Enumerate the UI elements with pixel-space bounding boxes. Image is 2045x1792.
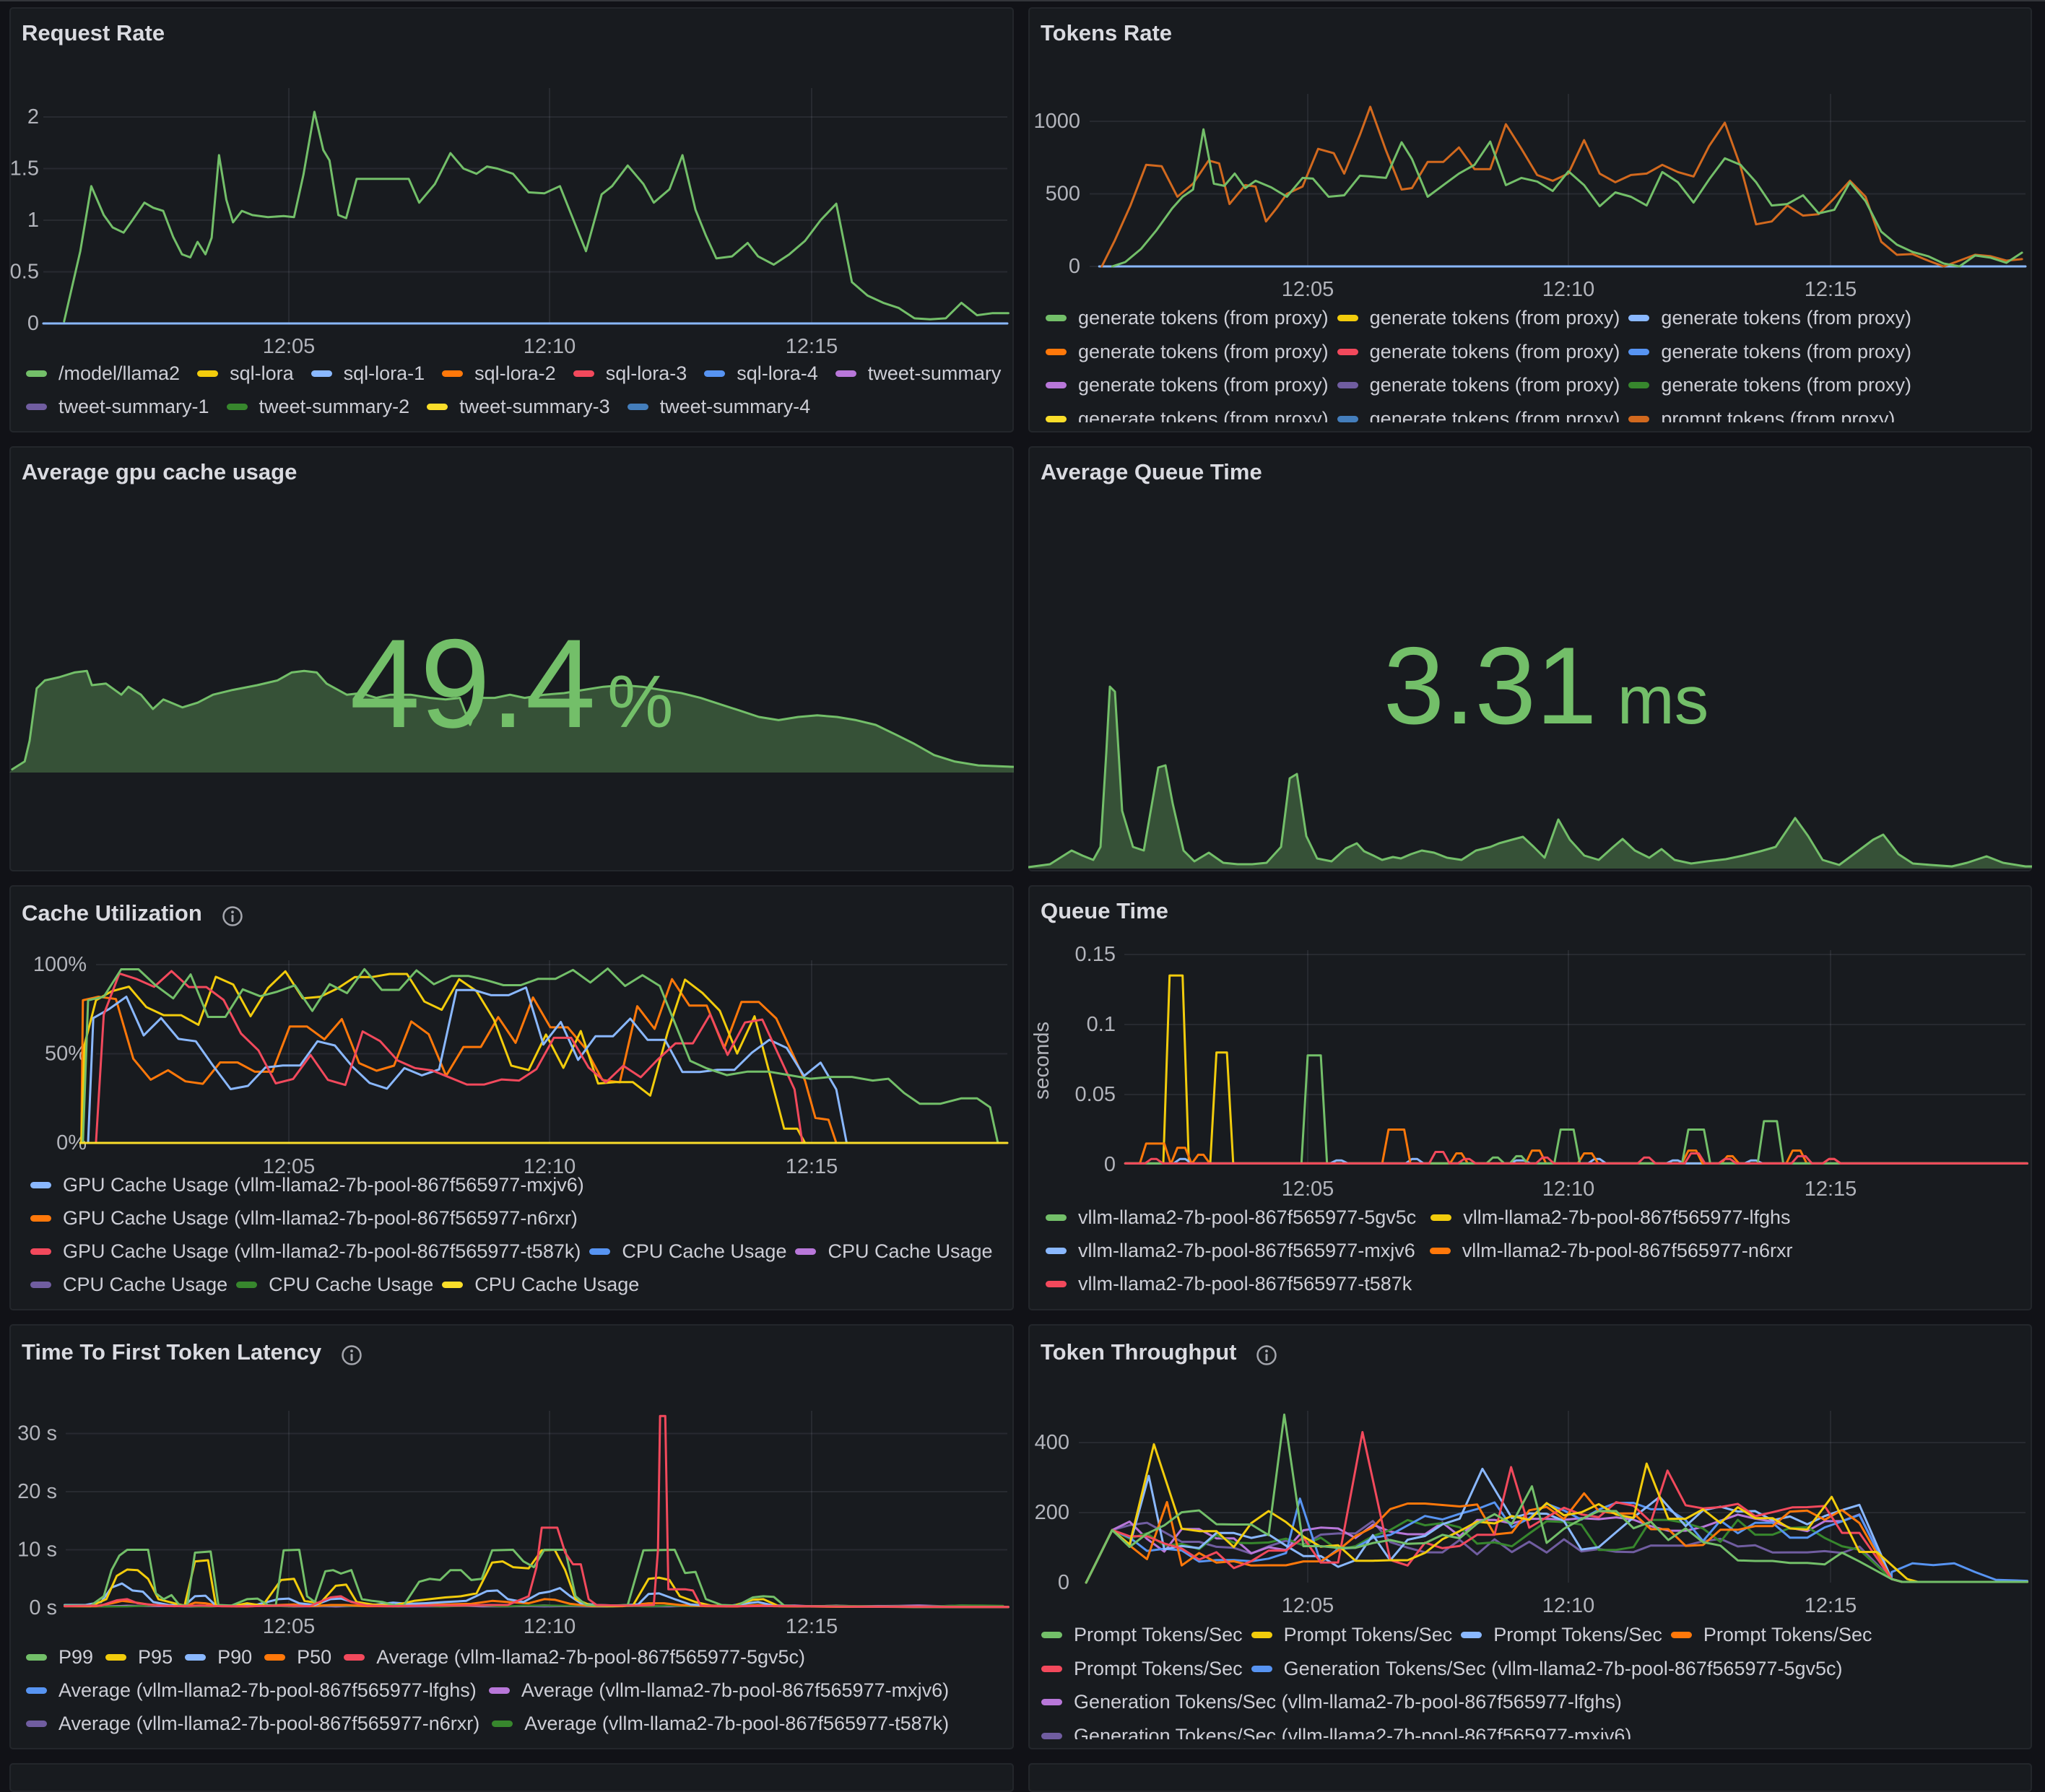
- svg-text:12:10: 12:10: [1542, 1178, 1595, 1201]
- svg-text:50%: 50%: [45, 1043, 87, 1066]
- svg-text:seconds: seconds: [1030, 1022, 1054, 1100]
- svg-text:0.15: 0.15: [1075, 943, 1116, 966]
- svg-text:400: 400: [1035, 1431, 1069, 1454]
- svg-text:12:15: 12:15: [786, 1155, 838, 1178]
- svg-text:12:15: 12:15: [1805, 1594, 1857, 1617]
- svg-text:0: 0: [1104, 1153, 1116, 1176]
- svg-text:12:10: 12:10: [524, 335, 576, 358]
- svg-text:0: 0: [1058, 1571, 1069, 1594]
- svg-text:0: 0: [1069, 255, 1080, 278]
- svg-text:12:10: 12:10: [524, 1155, 576, 1178]
- svg-text:12:05: 12:05: [1282, 278, 1334, 301]
- svg-text:500: 500: [1046, 183, 1080, 206]
- svg-text:0.5: 0.5: [10, 261, 39, 284]
- svg-text:0: 0: [27, 312, 39, 335]
- svg-text:2: 2: [27, 105, 39, 129]
- svg-text:12:15: 12:15: [786, 335, 838, 358]
- svg-text:100%: 100%: [33, 953, 87, 976]
- svg-text:12:15: 12:15: [1805, 278, 1857, 301]
- svg-text:12:15: 12:15: [786, 1615, 838, 1638]
- svg-text:1.5: 1.5: [10, 157, 39, 180]
- svg-text:1: 1: [27, 209, 39, 232]
- svg-text:12:05: 12:05: [263, 1155, 316, 1178]
- svg-text:1000: 1000: [1033, 110, 1080, 133]
- svg-text:20 s: 20 s: [17, 1480, 57, 1503]
- svg-text:30 s: 30 s: [17, 1422, 57, 1445]
- svg-text:12:05: 12:05: [1282, 1178, 1334, 1201]
- svg-text:10 s: 10 s: [17, 1539, 57, 1562]
- svg-text:200: 200: [1035, 1501, 1069, 1524]
- svg-text:12:15: 12:15: [1805, 1178, 1857, 1201]
- svg-text:0.05: 0.05: [1075, 1083, 1116, 1106]
- svg-text:12:10: 12:10: [1542, 1594, 1595, 1617]
- svg-text:12:10: 12:10: [1542, 278, 1595, 301]
- svg-text:0 s: 0 s: [29, 1596, 57, 1619]
- svg-text:12:05: 12:05: [1282, 1594, 1334, 1617]
- svg-text:0.1: 0.1: [1087, 1013, 1116, 1036]
- svg-text:12:10: 12:10: [524, 1615, 576, 1638]
- svg-text:12:05: 12:05: [263, 1615, 316, 1638]
- svg-text:12:05: 12:05: [263, 335, 316, 358]
